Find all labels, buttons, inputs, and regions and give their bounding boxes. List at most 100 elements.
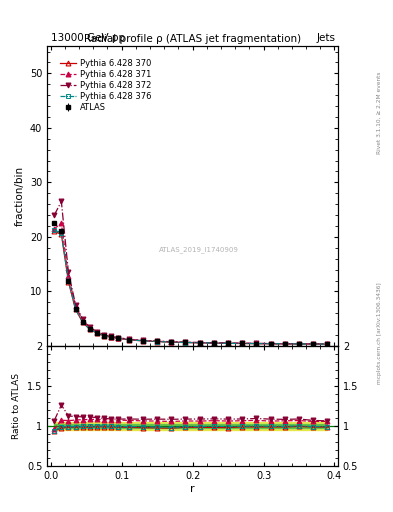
Pythia 6.428 370 — [87, 326, 92, 332]
Pythia 6.428 372 — [283, 340, 287, 347]
Pythia 6.428 371 — [240, 340, 244, 346]
Pythia 6.428 370 — [80, 319, 85, 325]
Pythia 6.428 370 — [66, 279, 71, 285]
Pythia 6.428 376 — [155, 338, 160, 345]
Line: Pythia 6.428 371: Pythia 6.428 371 — [52, 221, 330, 347]
Pythia 6.428 370 — [141, 338, 145, 344]
X-axis label: r: r — [190, 483, 195, 494]
Pythia 6.428 371 — [87, 325, 92, 331]
Pythia 6.428 372 — [197, 339, 202, 346]
Pythia 6.428 371 — [169, 339, 174, 345]
Pythia 6.428 372 — [52, 212, 57, 218]
Pythia 6.428 371 — [66, 273, 71, 279]
Pythia 6.428 372 — [155, 338, 160, 344]
Pythia 6.428 370 — [211, 340, 216, 346]
Pythia 6.428 371 — [325, 341, 330, 347]
Legend: Pythia 6.428 370, Pythia 6.428 371, Pythia 6.428 372, Pythia 6.428 376, ATLAS: Pythia 6.428 370, Pythia 6.428 371, Pyth… — [56, 55, 154, 115]
Pythia 6.428 370 — [108, 334, 113, 340]
Pythia 6.428 370 — [169, 339, 174, 345]
Pythia 6.428 372 — [101, 332, 106, 338]
Pythia 6.428 372 — [183, 339, 188, 345]
Pythia 6.428 376 — [226, 340, 230, 347]
Pythia 6.428 376 — [101, 332, 106, 338]
Pythia 6.428 371 — [141, 337, 145, 344]
Pythia 6.428 370 — [297, 341, 301, 347]
Pythia 6.428 371 — [108, 333, 113, 339]
Pythia 6.428 371 — [183, 339, 188, 345]
Pythia 6.428 370 — [311, 341, 316, 347]
Pythia 6.428 372 — [87, 324, 92, 330]
Pythia 6.428 371 — [101, 332, 106, 338]
Pythia 6.428 376 — [108, 334, 113, 340]
Pythia 6.428 372 — [311, 341, 316, 347]
Pythia 6.428 371 — [59, 220, 64, 226]
Pythia 6.428 372 — [240, 340, 244, 346]
Pythia 6.428 372 — [59, 199, 64, 205]
Line: Pythia 6.428 376: Pythia 6.428 376 — [52, 228, 329, 346]
Pythia 6.428 376 — [297, 341, 301, 347]
Pythia 6.428 371 — [73, 303, 78, 309]
Pythia 6.428 371 — [52, 226, 57, 232]
Pythia 6.428 371 — [197, 339, 202, 346]
Pythia 6.428 370 — [127, 337, 131, 343]
Pythia 6.428 376 — [283, 341, 287, 347]
Pythia 6.428 372 — [73, 302, 78, 308]
Pythia 6.428 370 — [268, 340, 273, 347]
Pythia 6.428 376 — [52, 227, 57, 233]
Pythia 6.428 376 — [59, 229, 64, 236]
Pythia 6.428 372 — [66, 269, 71, 275]
Pythia 6.428 370 — [183, 339, 188, 346]
Pythia 6.428 371 — [254, 340, 259, 347]
Pythia 6.428 371 — [155, 338, 160, 344]
Pythia 6.428 376 — [80, 319, 85, 325]
Pythia 6.428 371 — [283, 340, 287, 347]
Pythia 6.428 372 — [211, 340, 216, 346]
Pythia 6.428 372 — [80, 316, 85, 323]
Pythia 6.428 370 — [94, 330, 99, 336]
Pythia 6.428 370 — [197, 340, 202, 346]
Pythia 6.428 376 — [197, 340, 202, 346]
Pythia 6.428 371 — [226, 340, 230, 346]
Pythia 6.428 372 — [116, 335, 120, 341]
Y-axis label: fraction/bin: fraction/bin — [15, 166, 24, 226]
Text: mcplots.cern.ch [arXiv:1306.3436]: mcplots.cern.ch [arXiv:1306.3436] — [377, 282, 382, 383]
Pythia 6.428 376 — [94, 330, 99, 336]
Pythia 6.428 376 — [87, 326, 92, 332]
Pythia 6.428 370 — [155, 338, 160, 345]
Pythia 6.428 371 — [116, 335, 120, 341]
Pythia 6.428 370 — [226, 340, 230, 347]
Pythia 6.428 372 — [141, 337, 145, 344]
Pythia 6.428 376 — [240, 340, 244, 347]
Pythia 6.428 376 — [141, 338, 145, 344]
Pythia 6.428 370 — [52, 228, 57, 234]
Pythia 6.428 371 — [268, 340, 273, 347]
Pythia 6.428 370 — [59, 231, 64, 237]
Pythia 6.428 370 — [116, 335, 120, 342]
Pythia 6.428 372 — [169, 338, 174, 345]
Pythia 6.428 372 — [297, 340, 301, 347]
Pythia 6.428 371 — [80, 317, 85, 323]
Pythia 6.428 376 — [66, 278, 71, 284]
Pythia 6.428 372 — [226, 340, 230, 346]
Pythia 6.428 376 — [169, 339, 174, 345]
Text: Rivet 3.1.10, ≥ 2.2M events: Rivet 3.1.10, ≥ 2.2M events — [377, 71, 382, 154]
Text: Jets: Jets — [317, 33, 336, 44]
Pythia 6.428 371 — [311, 341, 316, 347]
Pythia 6.428 371 — [127, 336, 131, 343]
Title: Radial profile ρ (ATLAS jet fragmentation): Radial profile ρ (ATLAS jet fragmentatio… — [84, 34, 301, 44]
Line: Pythia 6.428 370: Pythia 6.428 370 — [52, 229, 330, 347]
Pythia 6.428 376 — [268, 340, 273, 347]
Y-axis label: Ratio to ATLAS: Ratio to ATLAS — [12, 373, 21, 439]
Pythia 6.428 371 — [211, 340, 216, 346]
Pythia 6.428 370 — [283, 341, 287, 347]
Pythia 6.428 376 — [311, 341, 316, 347]
Text: ATLAS_2019_I1740909: ATLAS_2019_I1740909 — [158, 247, 238, 253]
Pythia 6.428 372 — [108, 333, 113, 339]
Pythia 6.428 372 — [94, 328, 99, 334]
Pythia 6.428 371 — [94, 329, 99, 335]
Pythia 6.428 370 — [240, 340, 244, 347]
Pythia 6.428 376 — [211, 340, 216, 346]
Pythia 6.428 372 — [268, 340, 273, 347]
Pythia 6.428 376 — [183, 339, 188, 346]
Pythia 6.428 376 — [325, 341, 330, 347]
